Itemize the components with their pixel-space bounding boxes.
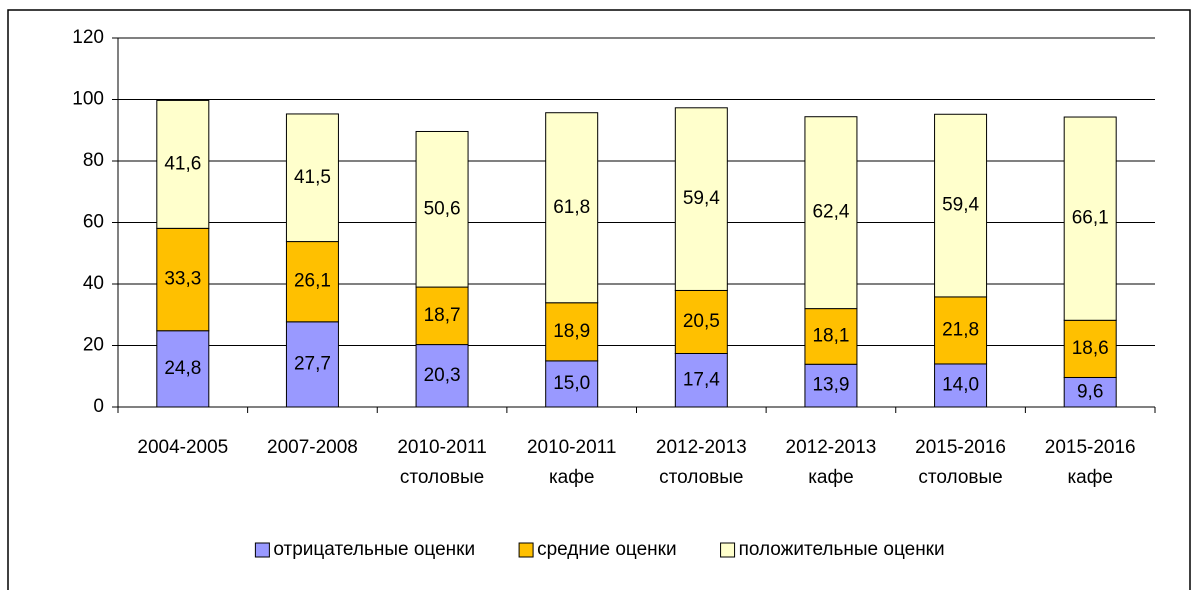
bar-segment [415,344,469,408]
bar-segment [545,112,599,304]
bar-segment [156,227,210,332]
bar-segment [1063,116,1117,321]
data-label: 18,1 [812,325,849,346]
data-label: 33,3 [164,269,201,290]
x-tick-label: 2012-2013 кафе [786,437,877,488]
legend-swatch [254,542,270,558]
data-label: 41,6 [164,153,201,174]
data-label: 26,1 [294,271,331,292]
data-label: 9,6 [1077,381,1103,402]
x-tick-label: 2004-2005 [137,437,228,458]
data-label: 50,6 [424,198,461,219]
y-tick-label: 120 [72,27,104,48]
data-label: 21,8 [942,319,979,340]
data-label: 18,9 [553,321,590,342]
bar-segment [674,289,728,354]
data-label: 18,6 [1072,338,1109,359]
bar-segment [804,308,858,365]
x-tick-label: 2015-2016 столовые [915,437,1006,488]
x-tick-label: 2007-2008 [267,437,358,458]
data-label: 20,5 [683,311,720,332]
bar-segment [156,330,210,408]
data-label: 41,5 [294,167,331,188]
y-tick-label: 40 [83,273,104,294]
legend-swatch [518,542,534,558]
bar-segment [674,107,728,291]
y-tick-label: 0 [93,396,104,417]
x-tick-label: 2012-2013 столовые [656,437,747,488]
x-tick-label: 2015-2016 кафе [1045,437,1136,488]
data-label: 59,4 [942,195,979,216]
bar-segment [415,286,469,346]
legend-swatch [720,542,736,558]
bar-segment [545,360,599,408]
bar-segment [934,363,988,408]
legend-item: средние оценки [518,539,677,560]
data-label: 14,0 [942,374,979,395]
bar-segment [804,363,858,408]
data-label: 18,7 [424,305,461,326]
legend-label: положительные оценки [739,539,945,560]
data-label: 24,8 [164,358,201,379]
legend-item: положительные оценки [720,539,945,560]
data-label: 62,4 [812,202,849,223]
data-label: 15,0 [553,373,590,394]
bar-segment [1063,319,1117,378]
y-tick-label: 20 [83,335,104,356]
data-label: 66,1 [1072,208,1109,229]
y-tick-label: 80 [83,150,104,171]
data-label: 17,4 [683,369,720,390]
bar-segment [804,116,858,310]
bar-segment [156,99,210,229]
x-tick-label: 2010-2011 кафе [527,437,616,488]
bar-segment [934,113,988,298]
data-label: 27,7 [294,353,331,374]
bar-segment [285,113,339,243]
bar-segment [285,241,339,323]
y-tick-label: 60 [83,212,104,233]
data-label: 61,8 [553,197,590,218]
legend-label: средние оценки [537,539,676,560]
data-label: 20,3 [424,365,461,386]
bar-segment [934,296,988,365]
legend-label: отрицательные оценки [273,539,475,560]
y-tick-label: 100 [72,89,104,110]
bar-segment [1063,376,1117,408]
data-label: 13,9 [812,375,849,396]
bar-segment [545,302,599,362]
data-label: 59,4 [683,188,720,209]
bar-segment [415,130,469,288]
legend-item: отрицательные оценки [254,539,475,560]
x-tick-label: 2010-2011 столовые [397,437,486,488]
